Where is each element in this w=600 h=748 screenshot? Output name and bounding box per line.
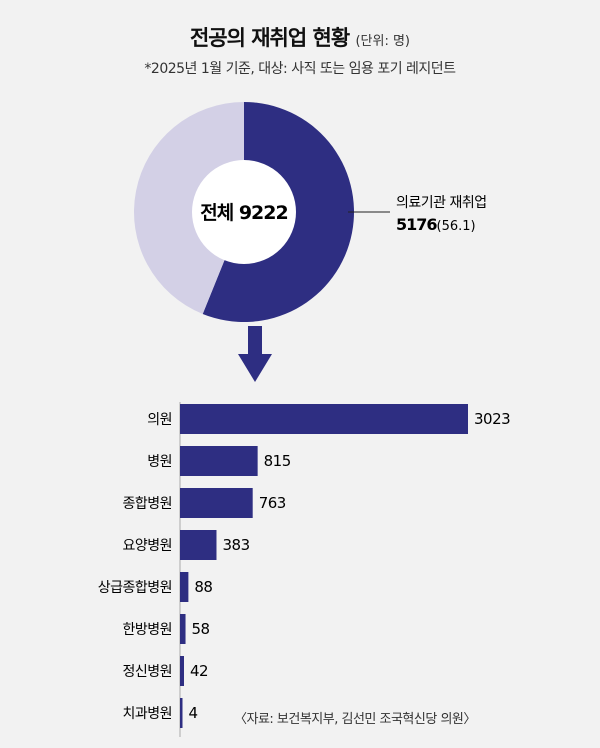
- bar-category-label: 의원: [147, 412, 172, 428]
- bar-category-label: 치과병원: [122, 706, 172, 722]
- bar-category-label: 병원: [147, 454, 172, 470]
- bar-4: [180, 530, 217, 560]
- bar-1: [180, 404, 468, 434]
- bar-value-label: 383: [222, 536, 249, 554]
- pie-annotation-label: 의료기관 재취업: [396, 195, 487, 211]
- arrow-head-icon: [238, 354, 272, 382]
- chart-title: 전공의 재취업 현황 (단위: 명): [0, 22, 600, 52]
- pie-annotation-percent: (56.1): [437, 219, 476, 234]
- bar-value-label: 763: [259, 494, 286, 512]
- unit-label: (단위: 명): [355, 34, 411, 49]
- bar-value-label: 3023: [474, 410, 510, 428]
- bar-value-label: 4: [189, 704, 198, 722]
- source-note: 〈자료: 보건복지부, 김선민 조국혁신당 의원〉: [234, 712, 476, 727]
- pie-annotation-value-text: 5176(56.1): [396, 215, 476, 234]
- pie-slice-2: [134, 102, 244, 314]
- bar-value-label: 42: [190, 662, 208, 680]
- bar-category-label: 정신병원: [122, 664, 172, 680]
- bar-category-label: 요양병원: [122, 538, 172, 554]
- bar-value-label: 88: [194, 578, 212, 596]
- donut-center-label: 전체 9222: [200, 202, 287, 224]
- bar-5: [180, 572, 189, 602]
- bar-category-label: 종합병원: [122, 496, 172, 512]
- bar-marks: 의원 3023 병원 815 종합병원 763 요양병원 383 상급종합병원 88 한방병원 58 정…: [98, 404, 511, 728]
- bar-value-label: 815: [264, 452, 291, 470]
- donut-hole: [192, 160, 296, 264]
- chart-subtitle: *2025년 1월 기준, 대상: 사직 또는 임용 포기 레지던트: [144, 61, 456, 77]
- donut-chart: 전체 9222 의료기관 재취업 5176(56.1): [134, 102, 487, 382]
- bar-3: [180, 488, 253, 518]
- bar-6: [180, 614, 186, 644]
- bar-category-label: 상급종합병원: [98, 580, 172, 596]
- title-text: 전공의 재취업 현황: [189, 26, 350, 50]
- pie-annotation-value: 5176: [396, 215, 437, 234]
- bar-7: [180, 656, 185, 686]
- bar-value-label: 58: [192, 620, 210, 638]
- bar-2: [180, 446, 258, 476]
- arrow-shaft: [248, 326, 262, 356]
- bar-category-label: 한방병원: [122, 622, 172, 638]
- bar-8: [180, 698, 183, 728]
